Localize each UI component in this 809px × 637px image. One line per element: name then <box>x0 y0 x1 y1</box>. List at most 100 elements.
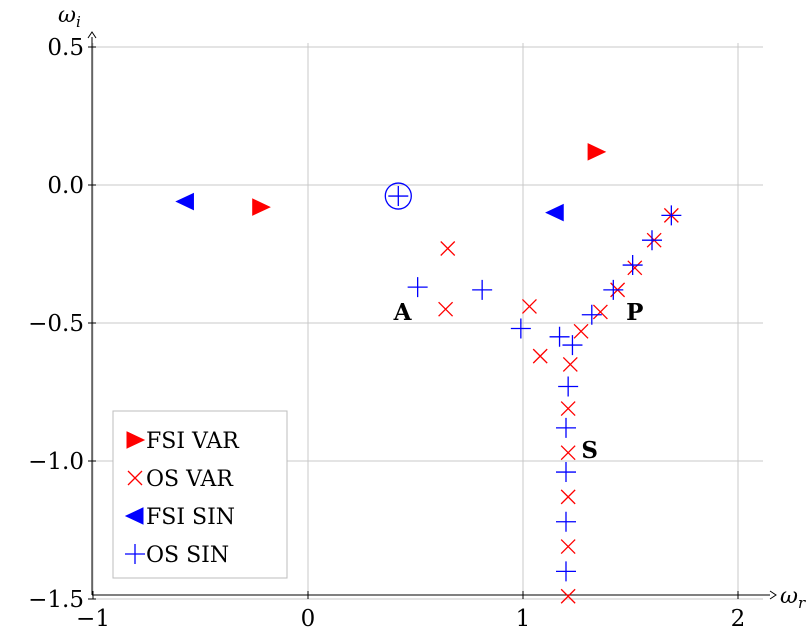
point-os-sin <box>581 304 602 325</box>
point-os-sin <box>472 279 493 300</box>
y-tick-label: 0.5 <box>47 35 84 61</box>
cross-icon <box>560 401 576 417</box>
plus-icon <box>388 186 409 207</box>
x-tick-label: −1 <box>76 606 110 632</box>
point-os-var <box>560 489 576 505</box>
cross-icon <box>560 489 576 505</box>
triangle-right-icon <box>587 143 607 161</box>
grid <box>92 43 763 600</box>
plus-icon <box>562 335 583 356</box>
cross-icon <box>532 348 548 364</box>
y-tick-label: 0.0 <box>47 173 84 199</box>
legend: FSI VAR OS VAR FSI SIN OS SIN <box>112 410 288 579</box>
plus-icon <box>472 279 493 300</box>
triangle-left-icon <box>124 507 144 525</box>
plus-icon <box>622 255 643 276</box>
point-os-sin <box>549 326 570 347</box>
plus-icon <box>549 326 570 347</box>
cross-icon <box>560 539 576 555</box>
point-os-sin <box>603 279 624 300</box>
legend-marker-os-var <box>127 470 143 486</box>
point-fsi-var <box>587 143 607 161</box>
plus-icon <box>556 511 576 532</box>
annotation-p: P <box>626 299 643 326</box>
point-os-sin <box>642 230 662 251</box>
point-os-sin <box>407 277 428 298</box>
legend-label-fsi-sin: FSI SIN <box>146 505 235 530</box>
plus-icon <box>558 376 579 397</box>
cross-icon <box>440 241 456 256</box>
point-os-sin <box>556 511 576 532</box>
point-os-var <box>560 401 576 417</box>
y-tick-label: −0.5 <box>28 311 84 337</box>
cross-icon <box>560 588 576 604</box>
x-axis-label: ωr <box>780 584 806 612</box>
annotation-s: S <box>581 437 598 464</box>
cross-icon <box>521 298 537 314</box>
legend-marker-os-sin <box>125 544 145 564</box>
point-os-var <box>532 348 548 364</box>
point-os-var <box>521 298 537 314</box>
point-os-var <box>560 445 576 461</box>
x-tick-label: 0 <box>301 606 316 632</box>
triangle-right-icon <box>126 431 146 449</box>
point-os-var <box>440 241 456 256</box>
y-axis-arrow-icon <box>87 31 97 39</box>
point-fsi-sin <box>545 203 564 222</box>
highlight-circle <box>384 182 412 210</box>
annotation-a: A <box>393 299 413 326</box>
triangle-right-icon <box>252 198 271 216</box>
point-os-sin <box>622 255 643 276</box>
ticks: −1 0 1 2 0.5 0.0 −0.5 −1.0 −1.5 <box>28 35 745 632</box>
plus-icon <box>125 544 145 564</box>
plus-icon <box>510 318 531 339</box>
x-tick-label: 1 <box>516 606 531 632</box>
plus-icon <box>642 230 662 251</box>
plus-icon <box>581 304 602 325</box>
plus-icon <box>407 277 428 298</box>
legend-label-fsi-var: FSI VAR <box>146 429 240 454</box>
point-os-var <box>560 588 576 604</box>
plus-icon <box>556 462 576 483</box>
cross-icon <box>627 260 643 276</box>
data-marks <box>175 143 682 604</box>
point-os-sin <box>558 376 579 397</box>
y-tick-label: −1.5 <box>28 587 84 613</box>
point-os-sin <box>556 417 576 438</box>
triangle-left-icon <box>545 203 564 222</box>
y-axis-label: ωi <box>58 3 81 31</box>
cross-icon <box>127 470 143 486</box>
point-fsi-var <box>252 198 271 216</box>
point-os-var <box>573 323 589 339</box>
point-os-var <box>438 301 454 317</box>
x-axis-arrow-icon <box>769 590 777 600</box>
axes: ωr ωi <box>58 3 806 612</box>
legend-label-os-sin: OS SIN <box>146 543 229 568</box>
point-fsi-sin <box>175 192 194 211</box>
cross-icon <box>562 356 578 372</box>
plus-icon <box>556 561 576 582</box>
plus-icon <box>603 279 624 300</box>
point-os-sin <box>556 462 576 483</box>
y-tick-label: −1.0 <box>28 449 84 475</box>
cross-icon <box>573 323 589 339</box>
point-os-sin <box>562 335 583 356</box>
cross-icon <box>438 301 454 317</box>
legend-marker-fsi-var <box>126 431 146 449</box>
plus-icon <box>556 417 576 438</box>
cross-icon <box>592 304 608 320</box>
plus-icon <box>661 205 682 226</box>
x-tick-label: 2 <box>731 606 746 632</box>
point-os-var <box>592 304 608 320</box>
point-os-sin <box>556 561 576 582</box>
annotations: A P S <box>393 299 644 464</box>
point-os-sin <box>388 186 409 207</box>
point-os-var <box>562 356 578 372</box>
legend-marker-fsi-sin <box>124 507 144 525</box>
cross-icon <box>560 445 576 461</box>
point-os-sin <box>510 318 531 339</box>
triangle-left-icon <box>175 192 194 211</box>
point-os-var <box>627 260 643 276</box>
point-os-sin <box>661 205 682 226</box>
